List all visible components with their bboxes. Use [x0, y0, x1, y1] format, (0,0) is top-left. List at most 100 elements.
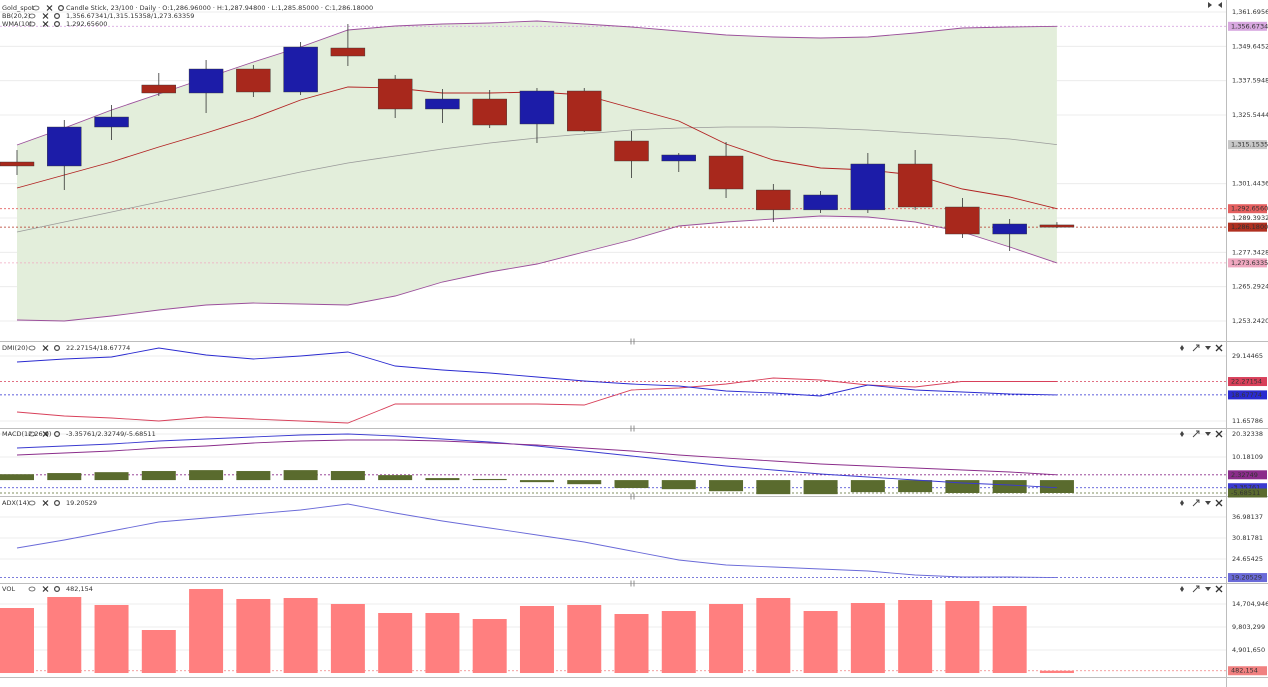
collapse-icon[interactable] — [1205, 346, 1211, 350]
histogram-bar — [0, 474, 34, 481]
scroll-right[interactable] — [1218, 2, 1222, 8]
resize-handle[interactable] — [630, 580, 635, 587]
eye-icon[interactable] — [28, 21, 36, 27]
candle-body — [377, 78, 413, 110]
indicator-line — [16, 439, 1057, 476]
close-icon[interactable] — [46, 5, 53, 11]
y-tick-label: 1,337.59488 — [1232, 77, 1268, 85]
settings-icon[interactable] — [53, 431, 60, 438]
collapse-icon[interactable] — [1205, 587, 1211, 591]
eye-icon[interactable] — [32, 5, 40, 11]
candle-body — [47, 126, 82, 167]
resize-handle[interactable] — [630, 493, 635, 500]
settings-icon[interactable] — [57, 4, 64, 12]
eye-icon[interactable] — [28, 500, 36, 506]
y-tick-label: 1,361.69569 — [1232, 8, 1268, 16]
candle-body — [897, 163, 933, 208]
candle-body — [0, 161, 35, 167]
settings-icon[interactable] — [53, 345, 60, 352]
candle-body — [756, 189, 791, 211]
maximize-icon[interactable] — [1192, 499, 1200, 507]
histogram-bar — [567, 480, 602, 485]
move-icon[interactable] — [1180, 345, 1184, 351]
y-tick-label: 14,704,946 — [1232, 600, 1268, 608]
candle-body — [472, 98, 507, 126]
histogram-bar — [378, 475, 413, 481]
close-icon[interactable] — [42, 13, 49, 19]
indicator-readout: 19.20529 — [66, 499, 97, 507]
resize-handle[interactable] — [630, 425, 635, 432]
settings-icon[interactable] — [53, 500, 60, 507]
histogram-bar — [472, 478, 507, 481]
maximize-icon[interactable] — [1192, 344, 1200, 352]
settings-icon[interactable] — [53, 21, 60, 28]
eye-icon[interactable] — [28, 431, 36, 437]
maximize-icon[interactable] — [1192, 585, 1200, 593]
move-icon[interactable] — [1180, 500, 1184, 506]
remove-icon[interactable] — [1215, 585, 1223, 593]
y-tick-label: 9,803,299 — [1232, 623, 1265, 631]
remove-icon[interactable] — [1215, 430, 1223, 438]
close-icon[interactable] — [42, 21, 49, 27]
histogram-bar — [1039, 480, 1074, 493]
eye-icon[interactable] — [28, 345, 36, 351]
candle-body — [1039, 224, 1075, 228]
histogram-bar — [850, 480, 885, 493]
candle-body — [708, 155, 744, 190]
collapse-icon[interactable] — [1205, 432, 1211, 436]
volume-bar — [756, 597, 791, 674]
price-tag — [1228, 573, 1267, 583]
price-tag-label: 22.27154 — [1231, 378, 1262, 386]
candle-body — [94, 116, 129, 128]
volume-bar — [850, 603, 885, 674]
move-icon[interactable] — [1180, 431, 1184, 437]
settings-icon[interactable] — [53, 13, 60, 20]
resize-handle[interactable] — [630, 338, 635, 345]
price-tag-label: -3.35761 — [1231, 484, 1260, 492]
close-icon[interactable] — [42, 500, 49, 506]
indicator-name: DMI(20) — [2, 344, 28, 352]
eye-icon[interactable] — [28, 13, 36, 19]
settings-icon[interactable] — [53, 585, 60, 592]
price-tag-label: 482,154 — [1231, 667, 1258, 675]
remove-icon[interactable] — [1215, 344, 1223, 352]
histogram-bar — [189, 470, 224, 481]
price-tag-label: 1,273.63359 — [1231, 259, 1268, 267]
volume-bar — [94, 604, 129, 674]
indicator-line — [16, 433, 1057, 489]
candle-body — [236, 68, 271, 93]
indicator-line — [16, 347, 1057, 397]
price-tag-label: 1,292.65600 — [1231, 205, 1268, 213]
eye-icon[interactable] — [28, 586, 36, 592]
close-icon[interactable] — [42, 345, 49, 351]
histogram-bar — [661, 480, 696, 490]
scroll-left[interactable] — [1208, 2, 1212, 8]
indicator-name: VOL — [2, 585, 15, 593]
candle-body — [519, 90, 555, 125]
candle-body — [850, 163, 886, 211]
indicator-name: MACD(12,26,9) — [2, 430, 51, 438]
collapse-icon[interactable] — [1205, 501, 1211, 505]
remove-icon[interactable] — [1215, 499, 1223, 507]
move-icon[interactable] — [1180, 586, 1184, 592]
candle-body — [330, 47, 366, 57]
volume-bar — [614, 613, 649, 674]
price-tag — [1228, 222, 1267, 232]
volume-bar — [567, 604, 602, 674]
y-tick-label: 29.14465 — [1232, 352, 1263, 360]
candle-body — [283, 46, 318, 93]
y-tick-label: 1,325.54447 — [1232, 111, 1268, 119]
close-icon[interactable] — [42, 431, 49, 437]
candle-body — [567, 90, 602, 132]
close-icon[interactable] — [42, 586, 49, 592]
y-tick-label: 20.32338 — [1232, 430, 1263, 438]
maximize-icon[interactable] — [1192, 430, 1200, 438]
indicator-line — [16, 503, 1057, 579]
indicator-line — [16, 377, 1057, 424]
volume-bar — [945, 601, 980, 674]
volume-bar — [992, 605, 1027, 674]
price-tag — [1228, 390, 1267, 400]
price-tag — [1228, 377, 1267, 387]
y-tick-label: 24.65425 — [1232, 555, 1263, 563]
